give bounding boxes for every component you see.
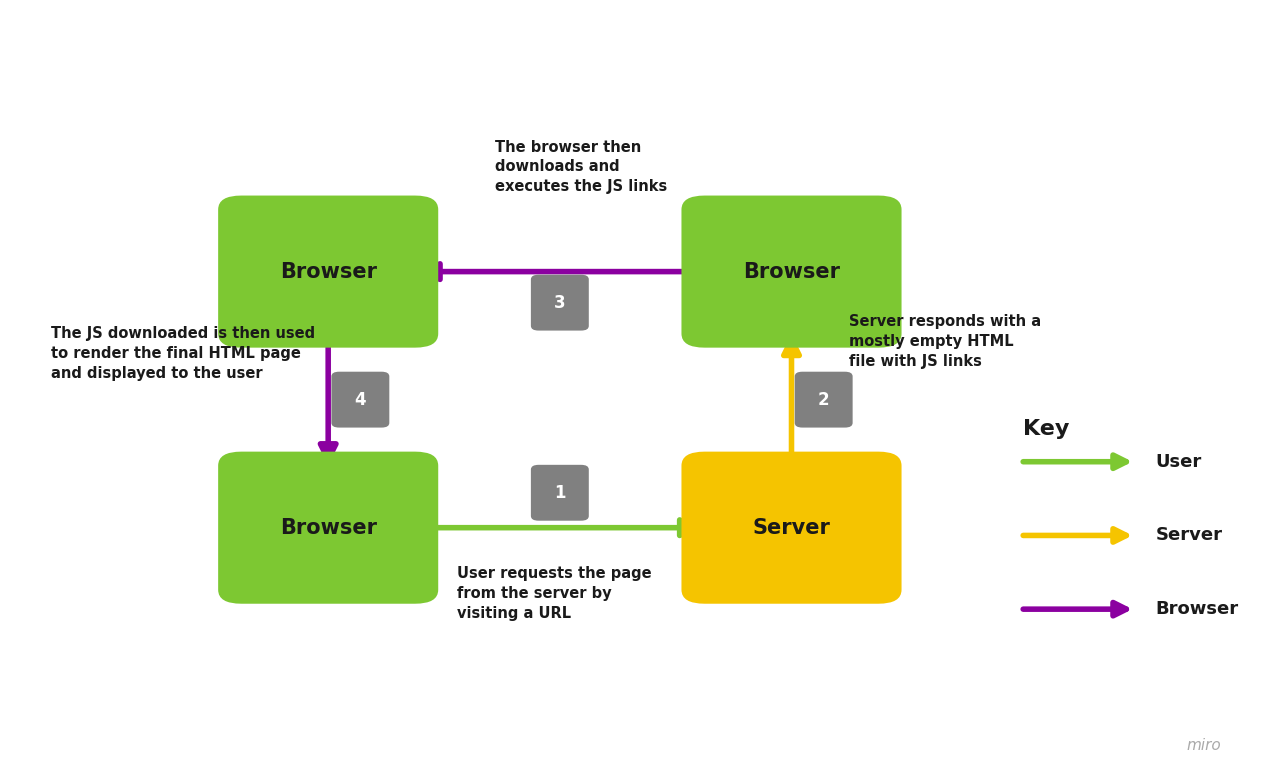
Text: 1: 1 — [555, 483, 565, 502]
Text: The JS downloaded is then used
to render the final HTML page
and displayed to th: The JS downloaded is then used to render… — [51, 326, 315, 380]
Text: miro: miro — [1185, 738, 1221, 753]
Text: Browser: Browser — [279, 262, 377, 282]
Text: Server responds with a
mostly empty HTML
file with JS links: Server responds with a mostly empty HTML… — [849, 314, 1041, 369]
FancyBboxPatch shape — [219, 196, 438, 348]
Text: 3: 3 — [553, 293, 566, 312]
Text: Browser: Browser — [1156, 600, 1239, 618]
Text: 2: 2 — [817, 390, 830, 409]
Text: Browser: Browser — [743, 262, 840, 282]
FancyBboxPatch shape — [682, 452, 901, 604]
FancyBboxPatch shape — [530, 275, 588, 331]
FancyBboxPatch shape — [332, 372, 389, 428]
FancyBboxPatch shape — [530, 465, 588, 521]
Text: Server: Server — [1156, 526, 1223, 545]
Text: The browser then
downloads and
executes the JS links: The browser then downloads and executes … — [495, 140, 668, 194]
Text: Server: Server — [753, 518, 830, 538]
Text: User: User — [1156, 452, 1202, 471]
Text: 4: 4 — [354, 390, 367, 409]
Text: User requests the page
from the server by
visiting a URL: User requests the page from the server b… — [457, 566, 651, 621]
Text: Key: Key — [1023, 419, 1069, 439]
FancyBboxPatch shape — [219, 452, 438, 604]
FancyBboxPatch shape — [795, 372, 853, 428]
FancyBboxPatch shape — [682, 196, 901, 348]
Text: Browser: Browser — [279, 518, 377, 538]
